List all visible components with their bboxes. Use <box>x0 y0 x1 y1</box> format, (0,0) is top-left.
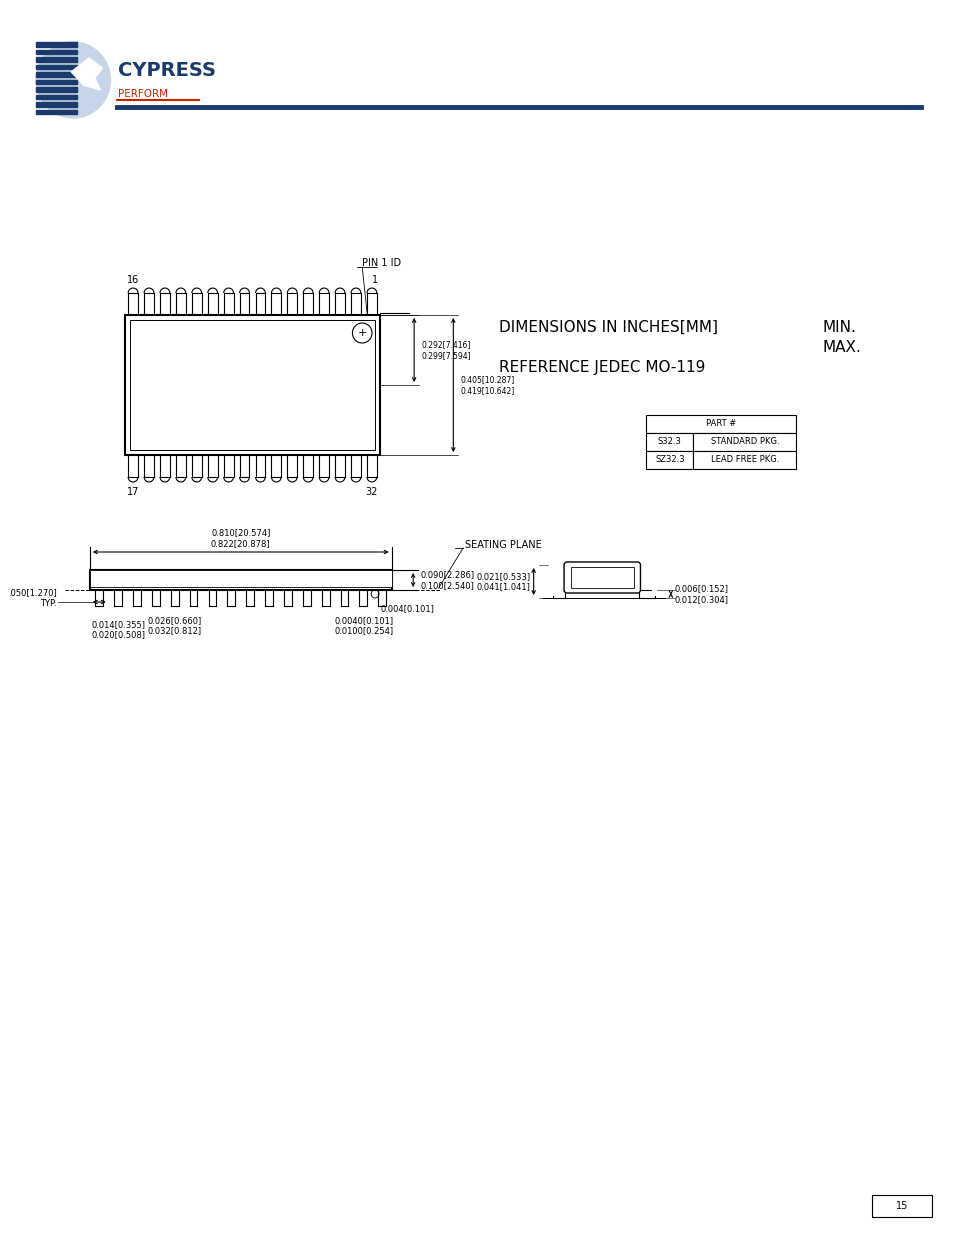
Text: 0.0040[0.101]
0.0100[0.254]: 0.0040[0.101] 0.0100[0.254] <box>334 616 393 635</box>
Bar <box>693 451 796 469</box>
Text: SEATING PLANE: SEATING PLANE <box>465 540 541 550</box>
Bar <box>130 320 375 450</box>
Bar <box>36 79 77 84</box>
Bar <box>36 57 77 62</box>
Text: 0.810[20.574]
0.822[20.878]: 0.810[20.574] 0.822[20.878] <box>211 529 271 548</box>
Text: LEAD FREE PKG.: LEAD FREE PKG. <box>710 456 779 464</box>
Text: 0.090[2.286]
0.100[2.540]: 0.090[2.286] 0.100[2.540] <box>419 571 474 589</box>
Text: 0.006[0.152]
0.012[0.304]: 0.006[0.152] 0.012[0.304] <box>674 584 728 604</box>
Text: 15: 15 <box>895 1200 907 1212</box>
Text: PERFORM: PERFORM <box>118 89 168 99</box>
Text: PIN 1 ID: PIN 1 ID <box>362 258 401 268</box>
Bar <box>36 95 77 99</box>
Text: 17: 17 <box>127 487 139 496</box>
Bar <box>36 72 77 77</box>
Polygon shape <box>71 58 103 90</box>
Bar <box>125 315 379 454</box>
Bar <box>570 567 633 588</box>
Circle shape <box>36 42 111 119</box>
Bar <box>36 86 77 91</box>
Bar <box>693 433 796 451</box>
Text: CYPRESS: CYPRESS <box>118 61 216 79</box>
Text: 16: 16 <box>127 275 139 285</box>
Text: 0.405[10.287]
0.419[10.642]: 0.405[10.287] 0.419[10.642] <box>459 375 514 395</box>
Text: 1: 1 <box>372 275 377 285</box>
Text: SZ32.3: SZ32.3 <box>655 456 684 464</box>
Text: +: + <box>357 329 367 338</box>
Bar <box>36 42 77 47</box>
Bar <box>871 1195 931 1216</box>
Text: REFERENCE JEDEC MO-119: REFERENCE JEDEC MO-119 <box>498 359 705 375</box>
Text: .050[1.270]
TYP.: .050[1.270] TYP. <box>8 588 56 608</box>
Text: 32: 32 <box>365 487 377 496</box>
Bar <box>646 433 693 451</box>
Text: STANDARD PKG.: STANDARD PKG. <box>710 437 779 447</box>
Bar <box>36 103 77 106</box>
Text: S32.3: S32.3 <box>658 437 681 447</box>
Bar <box>646 415 796 433</box>
Text: MIN.: MIN. <box>821 320 856 335</box>
Text: 0.004[0.101]: 0.004[0.101] <box>380 604 435 613</box>
Text: PART #: PART # <box>705 420 736 429</box>
Bar <box>36 64 77 69</box>
Text: DIMENSIONS IN INCHES[MM]: DIMENSIONS IN INCHES[MM] <box>498 320 718 335</box>
Bar <box>90 571 391 587</box>
Text: 0.026[0.660]
0.032[0.812]: 0.026[0.660] 0.032[0.812] <box>148 616 202 635</box>
Bar <box>36 49 77 54</box>
Text: 0.021[0.533]
0.041[1.041]: 0.021[0.533] 0.041[1.041] <box>476 572 530 592</box>
Text: 0.292[7.416]
0.299[7.594]: 0.292[7.416] 0.299[7.594] <box>420 341 470 359</box>
Bar <box>36 110 77 114</box>
Text: 0.014[0.355]
0.020[0.508]: 0.014[0.355] 0.020[0.508] <box>91 620 145 640</box>
Bar <box>90 571 391 590</box>
FancyBboxPatch shape <box>563 562 639 593</box>
Text: MAX.: MAX. <box>821 340 861 354</box>
Bar <box>646 451 693 469</box>
